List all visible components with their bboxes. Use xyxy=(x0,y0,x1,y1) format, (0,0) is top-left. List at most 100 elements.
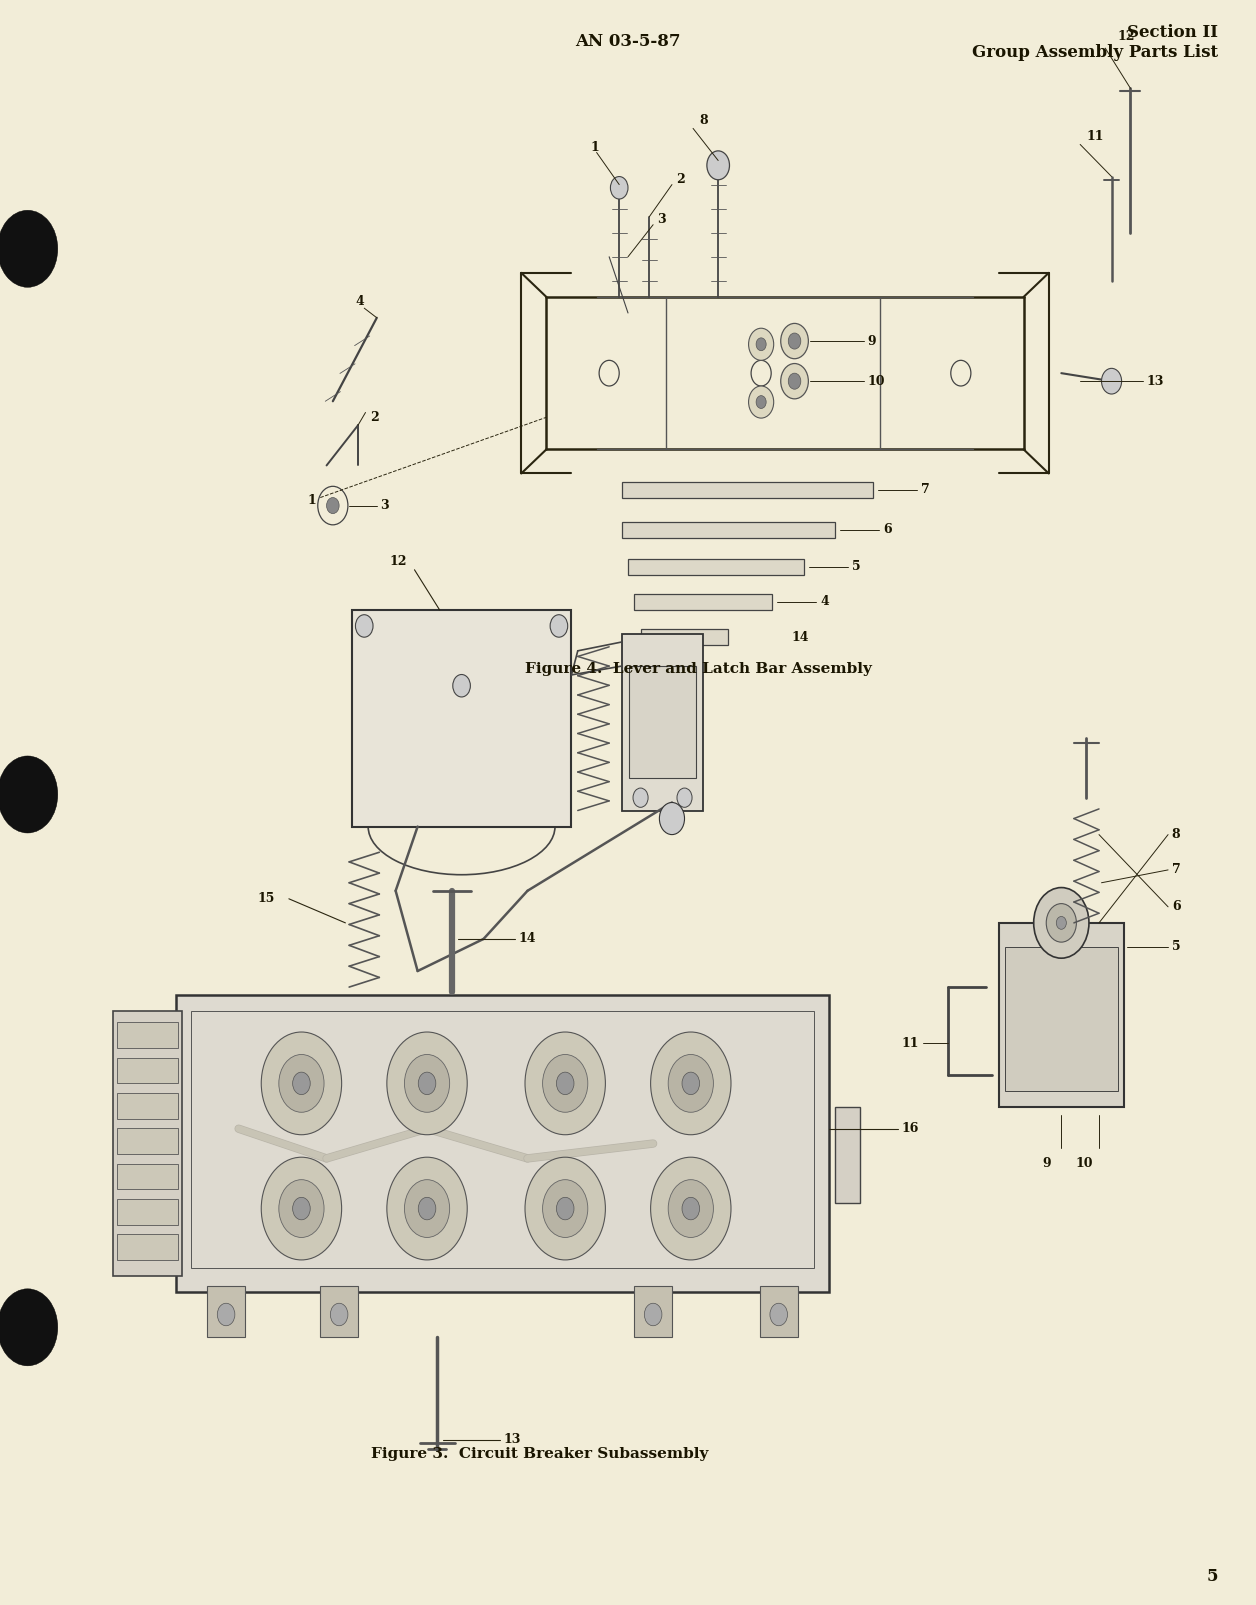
Circle shape xyxy=(951,361,971,387)
Text: 10: 10 xyxy=(1075,1157,1093,1170)
Circle shape xyxy=(659,802,685,835)
Bar xyxy=(117,1199,178,1225)
Bar xyxy=(641,629,728,645)
Circle shape xyxy=(682,1197,700,1220)
Text: 4: 4 xyxy=(820,595,829,608)
Text: Figure 4.  Lever and Latch Bar Assembly: Figure 4. Lever and Latch Bar Assembly xyxy=(525,663,872,676)
Bar xyxy=(117,1022,178,1048)
Bar xyxy=(320,1286,358,1337)
Bar xyxy=(628,559,804,575)
Circle shape xyxy=(1056,916,1066,929)
Text: 9: 9 xyxy=(1042,1157,1050,1170)
Text: 10: 10 xyxy=(868,374,885,388)
Circle shape xyxy=(525,1157,605,1260)
Text: 11: 11 xyxy=(902,1037,919,1050)
Circle shape xyxy=(749,329,774,361)
Text: Section II: Section II xyxy=(1128,24,1218,40)
Circle shape xyxy=(781,324,809,360)
Circle shape xyxy=(1102,369,1122,395)
Circle shape xyxy=(318,486,348,525)
Circle shape xyxy=(751,361,771,387)
Circle shape xyxy=(0,756,58,833)
Text: 14: 14 xyxy=(791,631,809,644)
Circle shape xyxy=(418,1197,436,1220)
Bar xyxy=(629,666,696,778)
Text: 13: 13 xyxy=(504,1433,521,1446)
Text: 9: 9 xyxy=(868,334,875,348)
Bar xyxy=(117,1128,178,1154)
Text: 5: 5 xyxy=(852,560,860,573)
Text: 1: 1 xyxy=(308,494,317,507)
Circle shape xyxy=(453,674,470,697)
Bar xyxy=(117,1164,178,1189)
Circle shape xyxy=(599,361,619,387)
Text: 16: 16 xyxy=(902,1122,919,1135)
Bar xyxy=(117,1234,178,1260)
Circle shape xyxy=(556,1072,574,1095)
Circle shape xyxy=(550,615,568,637)
Circle shape xyxy=(707,151,730,180)
Circle shape xyxy=(789,334,801,350)
Circle shape xyxy=(1046,904,1076,942)
Text: 7: 7 xyxy=(1172,863,1181,876)
Circle shape xyxy=(749,387,774,419)
Circle shape xyxy=(387,1157,467,1260)
Text: 6: 6 xyxy=(1172,900,1181,913)
Text: 5: 5 xyxy=(1207,1568,1218,1584)
Circle shape xyxy=(0,210,58,287)
Circle shape xyxy=(1034,888,1089,958)
Bar xyxy=(117,1058,178,1083)
Bar xyxy=(622,634,703,811)
Text: 3: 3 xyxy=(657,213,666,226)
Text: 5: 5 xyxy=(1172,941,1181,953)
Text: 13: 13 xyxy=(1147,374,1164,388)
Circle shape xyxy=(677,788,692,807)
Circle shape xyxy=(651,1157,731,1260)
Circle shape xyxy=(404,1054,450,1112)
Circle shape xyxy=(668,1054,713,1112)
Circle shape xyxy=(644,1303,662,1326)
Circle shape xyxy=(543,1180,588,1237)
Circle shape xyxy=(387,1032,467,1135)
Bar xyxy=(352,610,571,827)
Text: Figure 3.  Circuit Breaker Subassembly: Figure 3. Circuit Breaker Subassembly xyxy=(371,1448,708,1461)
Circle shape xyxy=(789,374,801,390)
Circle shape xyxy=(330,1303,348,1326)
Bar xyxy=(207,1286,245,1337)
Text: AN 03-5-87: AN 03-5-87 xyxy=(575,34,681,50)
Bar xyxy=(634,1286,672,1337)
Circle shape xyxy=(756,396,766,409)
Bar xyxy=(760,1286,798,1337)
Bar xyxy=(113,1011,182,1276)
Text: 1: 1 xyxy=(590,141,599,154)
Circle shape xyxy=(404,1180,450,1237)
Circle shape xyxy=(261,1157,342,1260)
Bar xyxy=(634,594,772,610)
Text: Group Assembly Parts List: Group Assembly Parts List xyxy=(972,45,1218,61)
Circle shape xyxy=(610,177,628,199)
Circle shape xyxy=(327,498,339,514)
Text: 8: 8 xyxy=(700,114,708,127)
Bar xyxy=(622,522,835,538)
Bar xyxy=(191,1011,814,1268)
Circle shape xyxy=(543,1054,588,1112)
Bar xyxy=(622,482,873,498)
Text: 11: 11 xyxy=(1086,130,1104,143)
Circle shape xyxy=(668,1180,713,1237)
Circle shape xyxy=(770,1303,788,1326)
Circle shape xyxy=(682,1072,700,1095)
Bar xyxy=(176,995,829,1292)
Circle shape xyxy=(279,1180,324,1237)
Text: 15: 15 xyxy=(257,892,275,905)
Circle shape xyxy=(355,615,373,637)
Text: 12: 12 xyxy=(1118,30,1135,43)
Bar xyxy=(999,923,1124,1107)
Text: 4: 4 xyxy=(355,295,364,308)
Circle shape xyxy=(756,339,766,351)
Bar xyxy=(1005,947,1118,1091)
Text: 7: 7 xyxy=(921,483,929,496)
Text: 8: 8 xyxy=(1172,828,1181,841)
Circle shape xyxy=(261,1032,342,1135)
Circle shape xyxy=(418,1072,436,1095)
Circle shape xyxy=(0,1289,58,1366)
